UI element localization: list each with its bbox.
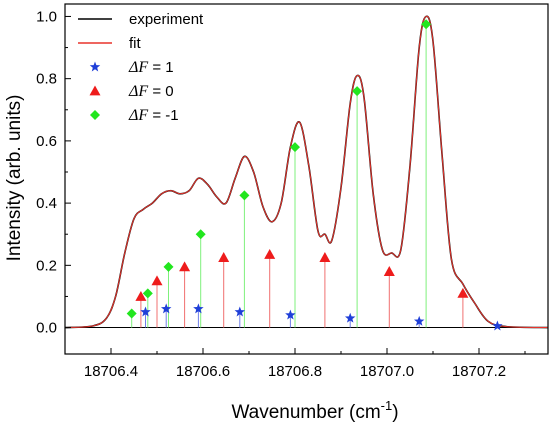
x-axis-title: Wavenumber (cm-1) — [231, 398, 398, 423]
legend-swatch-triangle — [89, 85, 101, 96]
marker-triangle — [135, 290, 147, 301]
marker-triangle — [264, 248, 276, 259]
marker-star — [492, 320, 503, 331]
x-axis-title-close: ) — [392, 402, 398, 423]
legend: experiment fit ΔF = 1 ΔF = 0 ΔF = -1 — [78, 11, 204, 124]
marker-diamond — [142, 288, 153, 299]
x-tick-label: 18706.6 — [176, 363, 230, 380]
x-tick-label: 18707.2 — [452, 363, 506, 380]
legend-label: fit — [129, 35, 142, 52]
curve-fit — [64, 15, 549, 329]
x-axis-title-sup: -1 — [381, 398, 393, 413]
legend-label: ΔF = 1 — [128, 59, 174, 76]
legend-swatch-diamond — [90, 110, 100, 120]
marker-star — [193, 303, 204, 314]
y-tick-label: 0.8 — [36, 71, 57, 88]
y-tick-label: 0.0 — [36, 320, 57, 337]
marker-diamond — [352, 86, 363, 97]
axes: 18706.4 18706.6 18706.8 18707.0 18707.2 0.0 0.… — [36, 8, 526, 380]
marker-triangle — [319, 252, 331, 262]
marker-diamond — [421, 19, 432, 30]
plot-area — [64, 15, 549, 331]
legend-swatch-star — [89, 61, 101, 72]
marker-star — [140, 306, 151, 317]
marker-diamond — [195, 229, 206, 240]
marker-triangle — [457, 287, 469, 298]
marker-star — [344, 312, 356, 323]
marker-triangle — [151, 275, 163, 286]
legend-label: experiment — [129, 11, 204, 28]
marker-diamond — [239, 190, 250, 201]
marker-star — [160, 303, 172, 314]
x-tick-label: 18706.8 — [268, 363, 322, 380]
legend-label: ΔF = 0 — [128, 83, 174, 100]
y-axis-title: Intensity (arb. units) — [4, 95, 25, 262]
marker-star — [413, 315, 425, 326]
marker-triangle — [218, 252, 230, 262]
y-tick-label: 0.2 — [36, 257, 57, 274]
marker-triangle — [383, 266, 395, 276]
y-tick-label: 0.6 — [36, 133, 57, 150]
marker-diamond — [126, 308, 137, 319]
marker-diamond — [163, 261, 174, 272]
marker-triangle — [179, 261, 191, 272]
x-tick-label: 18706.4 — [84, 363, 138, 380]
y-tick-label: 1.0 — [36, 8, 57, 25]
y-tick-label: 0.4 — [36, 195, 57, 212]
marker-diamond — [290, 142, 300, 153]
marker-star — [234, 306, 246, 317]
legend-label: ΔF = -1 — [128, 107, 179, 124]
marker-star — [285, 309, 296, 320]
x-tick-label: 18707.0 — [360, 363, 414, 380]
plot-frame — [64, 3, 549, 355]
x-axis-title-main: Wavenumber (cm — [231, 402, 380, 423]
